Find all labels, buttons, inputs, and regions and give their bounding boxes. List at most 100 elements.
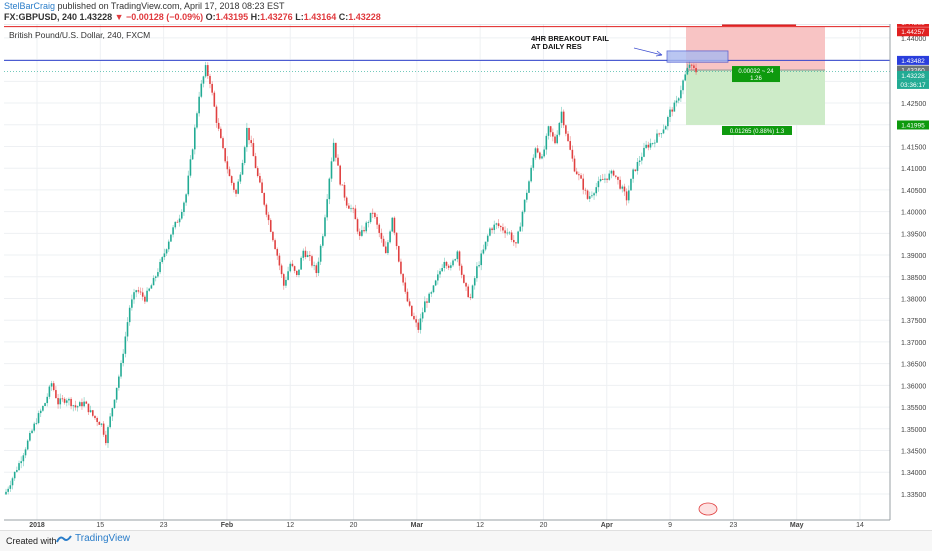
candle-body [191, 149, 194, 160]
candle-body [111, 408, 114, 417]
candle-body [224, 148, 226, 162]
candle-body [450, 265, 452, 268]
x-tick-label: Mar [411, 522, 424, 529]
candle-body [59, 398, 62, 405]
y-tick-label: 1.44000 [901, 36, 926, 43]
candle-body [614, 175, 617, 177]
candle-body [619, 179, 621, 189]
candle-body [658, 133, 660, 135]
close-label: C: [338, 12, 349, 22]
candle-body [560, 111, 563, 123]
candle-body [523, 199, 526, 212]
candle-body [50, 383, 53, 387]
candle-body [120, 362, 122, 377]
publish-line: StelBarCraig published on TradingView.co… [4, 1, 285, 11]
candle-body [161, 257, 164, 263]
candle-body [322, 236, 324, 246]
candle-body [565, 125, 567, 134]
candle-body [393, 217, 396, 233]
candle-body [588, 196, 591, 199]
candle-body [356, 219, 359, 232]
candle-body [463, 274, 465, 283]
candle-body [426, 301, 428, 303]
candle-body [686, 67, 689, 75]
candle-body [460, 265, 463, 275]
candle-body [567, 133, 569, 142]
target-label: 0.01265 (0.88%) 1.3 [730, 129, 785, 135]
candle-body [274, 240, 276, 250]
candle-body [102, 423, 105, 435]
countdown-label: 03:36:17 [900, 82, 926, 89]
candle-body [573, 158, 576, 172]
candle-body [374, 212, 376, 218]
candle-body [78, 402, 81, 407]
candle-body [404, 282, 407, 292]
y-tick-label: 1.35000 [901, 427, 926, 434]
y-tick-label: 1.40500 [901, 188, 926, 195]
candle-body [649, 143, 652, 148]
candle-body [545, 135, 548, 150]
candle-body [662, 129, 665, 134]
candle-body [400, 261, 402, 274]
candle-body [677, 98, 680, 101]
candle-body [621, 186, 624, 189]
candle-body [627, 190, 630, 201]
candle-body [115, 387, 118, 400]
x-tick-label: 14 [856, 522, 864, 529]
candle-body [174, 221, 177, 228]
candle-body [432, 285, 435, 293]
candle-body [510, 232, 513, 240]
author-link[interactable]: StelBarCraig [4, 1, 56, 11]
candle-body [48, 386, 51, 397]
price-scale[interactable]: 1.33500 1.34000 1.34500 1.35000 1.35500 1.360… [897, 24, 929, 499]
candle-body [612, 170, 615, 176]
candles [5, 60, 697, 495]
candle-body [495, 223, 498, 225]
candle-body [430, 292, 433, 294]
candle-body [211, 83, 213, 93]
candle-body [7, 488, 9, 492]
candle-body [634, 169, 637, 171]
risk-reward-label: 0.00032 ~ 24 [738, 69, 774, 75]
y-tick-label: 1.35500 [901, 405, 926, 412]
candle-body [484, 241, 487, 250]
position-zones [686, 26, 825, 125]
candle-body [87, 403, 90, 413]
candle-body [695, 67, 697, 73]
candle-body [530, 167, 532, 182]
candle-body [31, 430, 33, 434]
candle-body [378, 224, 381, 233]
candle-body [52, 383, 55, 391]
target-label-bg [722, 125, 792, 135]
candle-body [304, 250, 307, 257]
time-scale[interactable]: 2018 15 23 Feb 12 20 Mar 12 20 Apr 9 23 May 14 [29, 522, 864, 529]
candle-body [332, 142, 335, 162]
symbol-label: FX:GBPUSD, 240 [4, 12, 78, 22]
candle-body [157, 272, 159, 277]
candle-body [651, 143, 654, 144]
candle-body [439, 271, 441, 275]
candle-body [408, 301, 411, 306]
y-tick-label: 1.38500 [901, 275, 926, 282]
candle-body [604, 178, 606, 180]
candle-body [636, 161, 639, 171]
candle-body [445, 261, 448, 266]
candle-body [209, 75, 211, 84]
tradingview-brand[interactable]: TradingView [56, 533, 130, 544]
candle-body [476, 266, 478, 279]
candle-body [133, 292, 135, 300]
candle-body [118, 376, 120, 388]
x-tick-label: 23 [729, 522, 737, 529]
candle-body [187, 175, 190, 195]
candle-body [141, 292, 144, 297]
candle-body [189, 159, 192, 176]
candle-body [20, 461, 22, 464]
candle-body [424, 301, 426, 313]
candle-body [428, 293, 430, 303]
candle-body [172, 227, 174, 235]
candle-body [298, 269, 300, 275]
candle-body [76, 406, 79, 408]
candle-body [241, 162, 244, 175]
candle-body [664, 126, 667, 130]
